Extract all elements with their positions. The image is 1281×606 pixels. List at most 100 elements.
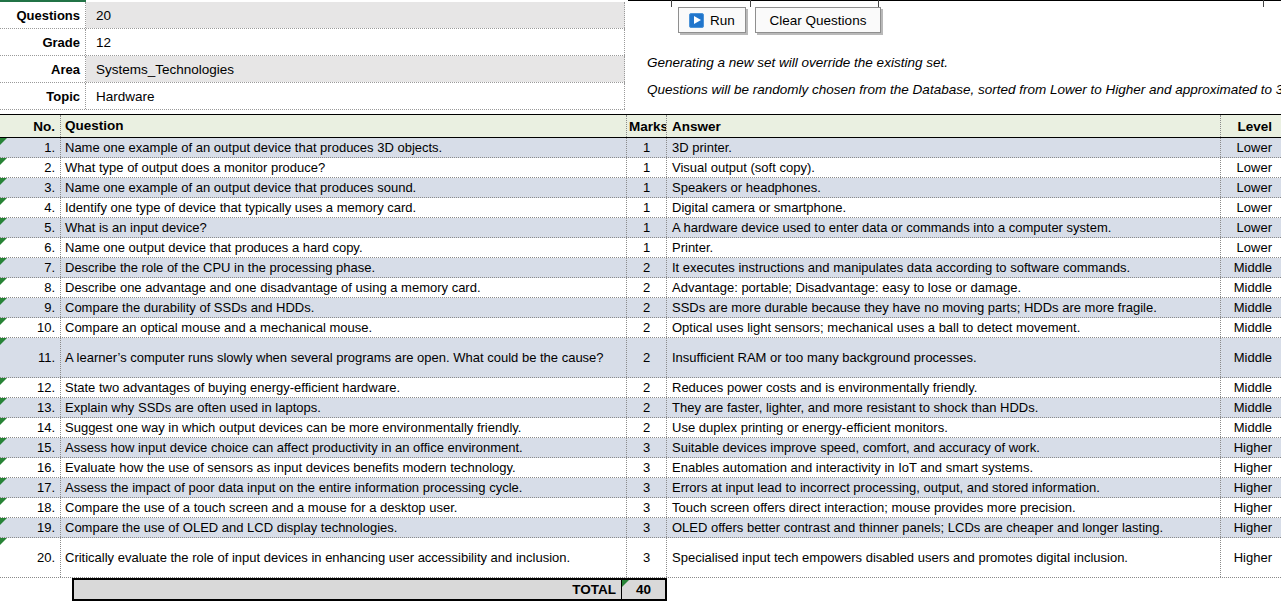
total-value-cell[interactable]: 40 [621, 580, 665, 599]
level-cell[interactable]: Middle [1220, 278, 1281, 297]
answer-cell[interactable]: A hardware device used to enter data or … [666, 218, 1220, 237]
question-cell[interactable]: Name one example of an output device tha… [60, 138, 626, 157]
no-cell[interactable]: 10. [0, 318, 60, 337]
question-cell[interactable]: Assess how input device choice can affec… [60, 438, 626, 457]
marks-cell[interactable]: 2 [626, 338, 666, 377]
answer-cell[interactable]: Digital camera or smartphone. [666, 198, 1220, 217]
no-cell[interactable]: 11. [0, 338, 60, 377]
level-cell[interactable]: Lower [1220, 138, 1281, 157]
question-cell[interactable]: Identify one type of device that typical… [60, 198, 626, 217]
marks-cell[interactable]: 2 [626, 258, 666, 277]
question-cell[interactable]: Name one example of an output device tha… [60, 178, 626, 197]
level-cell[interactable]: Lower [1220, 158, 1281, 177]
question-cell[interactable]: Explain why SSDs are often used in lapto… [60, 398, 626, 417]
level-cell[interactable]: Lower [1220, 198, 1281, 217]
run-button[interactable]: Run [678, 7, 746, 33]
marks-cell[interactable]: 2 [626, 278, 666, 297]
no-cell[interactable]: 4. [0, 198, 60, 217]
level-cell[interactable]: Lower [1220, 218, 1281, 237]
level-cell[interactable]: Higher [1220, 498, 1281, 517]
question-cell[interactable]: Name one output device that produces a h… [60, 238, 626, 257]
answer-cell[interactable]: Suitable devices improve speed, comfort,… [666, 438, 1220, 457]
no-cell[interactable]: 16. [0, 458, 60, 477]
no-cell[interactable]: 5. [0, 218, 60, 237]
header-marks[interactable]: Marks [626, 115, 666, 137]
question-cell[interactable]: A learner’s computer runs slowly when se… [60, 338, 626, 377]
questions-value-cell[interactable]: 20 [86, 2, 625, 28]
level-cell[interactable]: Higher [1220, 438, 1281, 457]
no-cell[interactable]: 14. [0, 418, 60, 437]
marks-cell[interactable]: 3 [626, 538, 666, 577]
question-cell[interactable]: Assess the impact of poor data input on … [60, 478, 626, 497]
marks-cell[interactable]: 2 [626, 318, 666, 337]
marks-cell[interactable]: 1 [626, 218, 666, 237]
marks-cell[interactable]: 3 [626, 498, 666, 517]
level-cell[interactable]: Middle [1220, 258, 1281, 277]
marks-cell[interactable]: 1 [626, 238, 666, 257]
no-cell[interactable]: 13. [0, 398, 60, 417]
level-cell[interactable]: Higher [1220, 458, 1281, 477]
marks-cell[interactable]: 2 [626, 418, 666, 437]
answer-cell[interactable]: 3D printer. [666, 138, 1220, 157]
no-cell[interactable]: 15. [0, 438, 60, 457]
level-cell[interactable]: Middle [1220, 398, 1281, 417]
answer-cell[interactable]: Visual output (soft copy). [666, 158, 1220, 177]
marks-cell[interactable]: 1 [626, 158, 666, 177]
header-no[interactable]: No. [0, 115, 60, 137]
topic-value-cell[interactable]: Hardware [86, 83, 625, 109]
no-cell[interactable]: 19. [0, 518, 60, 537]
level-cell[interactable]: Lower [1220, 238, 1281, 257]
question-cell[interactable]: Describe one advantage and one disadvant… [60, 278, 626, 297]
answer-cell[interactable]: Specialised input tech empowers disabled… [666, 538, 1220, 577]
question-cell[interactable]: State two advantages of buying energy-ef… [60, 378, 626, 397]
question-cell[interactable]: What type of output does a monitor produ… [60, 158, 626, 177]
area-value-cell[interactable]: Systems_Technologies [86, 56, 625, 82]
answer-cell[interactable]: Reduces power costs and is environmental… [666, 378, 1220, 397]
level-cell[interactable]: Higher [1220, 538, 1281, 577]
answer-cell[interactable]: SSDs are more durable because they have … [666, 298, 1220, 317]
question-cell[interactable]: Compare the use of OLED and LCD display … [60, 518, 626, 537]
marks-cell[interactable]: 1 [626, 178, 666, 197]
no-cell[interactable]: 9. [0, 298, 60, 317]
answer-cell[interactable]: Touch screen offers direct interaction; … [666, 498, 1220, 517]
answer-cell[interactable]: It executes instructions and manipulates… [666, 258, 1220, 277]
level-cell[interactable]: Middle [1220, 418, 1281, 437]
header-question[interactable]: Question [60, 115, 626, 137]
answer-cell[interactable]: Printer. [666, 238, 1220, 257]
grade-value-cell[interactable]: 12 [86, 29, 625, 55]
clear-questions-button[interactable]: Clear Questions [755, 7, 881, 33]
answer-cell[interactable]: Advantage: portable; Disadvantage: easy … [666, 278, 1220, 297]
answer-cell[interactable]: Insufficient RAM or too many background … [666, 338, 1220, 377]
question-cell[interactable]: What is an input device? [60, 218, 626, 237]
level-cell[interactable]: Middle [1220, 378, 1281, 397]
answer-cell[interactable]: Optical uses light sensors; mechanical u… [666, 318, 1220, 337]
question-cell[interactable]: Compare an optical mouse and a mechanica… [60, 318, 626, 337]
answer-cell[interactable]: Enables automation and interactivity in … [666, 458, 1220, 477]
header-level[interactable]: Level [1220, 115, 1281, 137]
level-cell[interactable]: Lower [1220, 178, 1281, 197]
no-cell[interactable]: 1. [0, 138, 60, 157]
total-label-cell[interactable]: TOTAL [74, 580, 621, 599]
level-cell[interactable]: Higher [1220, 478, 1281, 497]
question-cell[interactable]: Critically evaluate the role of input de… [60, 538, 626, 577]
level-cell[interactable]: Middle [1220, 318, 1281, 337]
no-cell[interactable]: 6. [0, 238, 60, 257]
header-answer[interactable]: Answer [666, 115, 1220, 137]
level-cell[interactable]: Middle [1220, 298, 1281, 317]
marks-cell[interactable]: 3 [626, 438, 666, 457]
no-cell[interactable]: 17. [0, 478, 60, 497]
marks-cell[interactable]: 2 [626, 398, 666, 417]
answer-cell[interactable]: They are faster, lighter, and more resis… [666, 398, 1220, 417]
no-cell[interactable]: 3. [0, 178, 60, 197]
answer-cell[interactable]: OLED offers better contrast and thinner … [666, 518, 1220, 537]
level-cell[interactable]: Higher [1220, 518, 1281, 537]
marks-cell[interactable]: 1 [626, 198, 666, 217]
no-cell[interactable]: 8. [0, 278, 60, 297]
question-cell[interactable]: Suggest one way in which output devices … [60, 418, 626, 437]
question-cell[interactable]: Compare the durability of SSDs and HDDs. [60, 298, 626, 317]
no-cell[interactable]: 12. [0, 378, 60, 397]
no-cell[interactable]: 20. [0, 538, 60, 577]
marks-cell[interactable]: 1 [626, 138, 666, 157]
answer-cell[interactable]: Errors at input lead to incorrect proces… [666, 478, 1220, 497]
marks-cell[interactable]: 3 [626, 478, 666, 497]
